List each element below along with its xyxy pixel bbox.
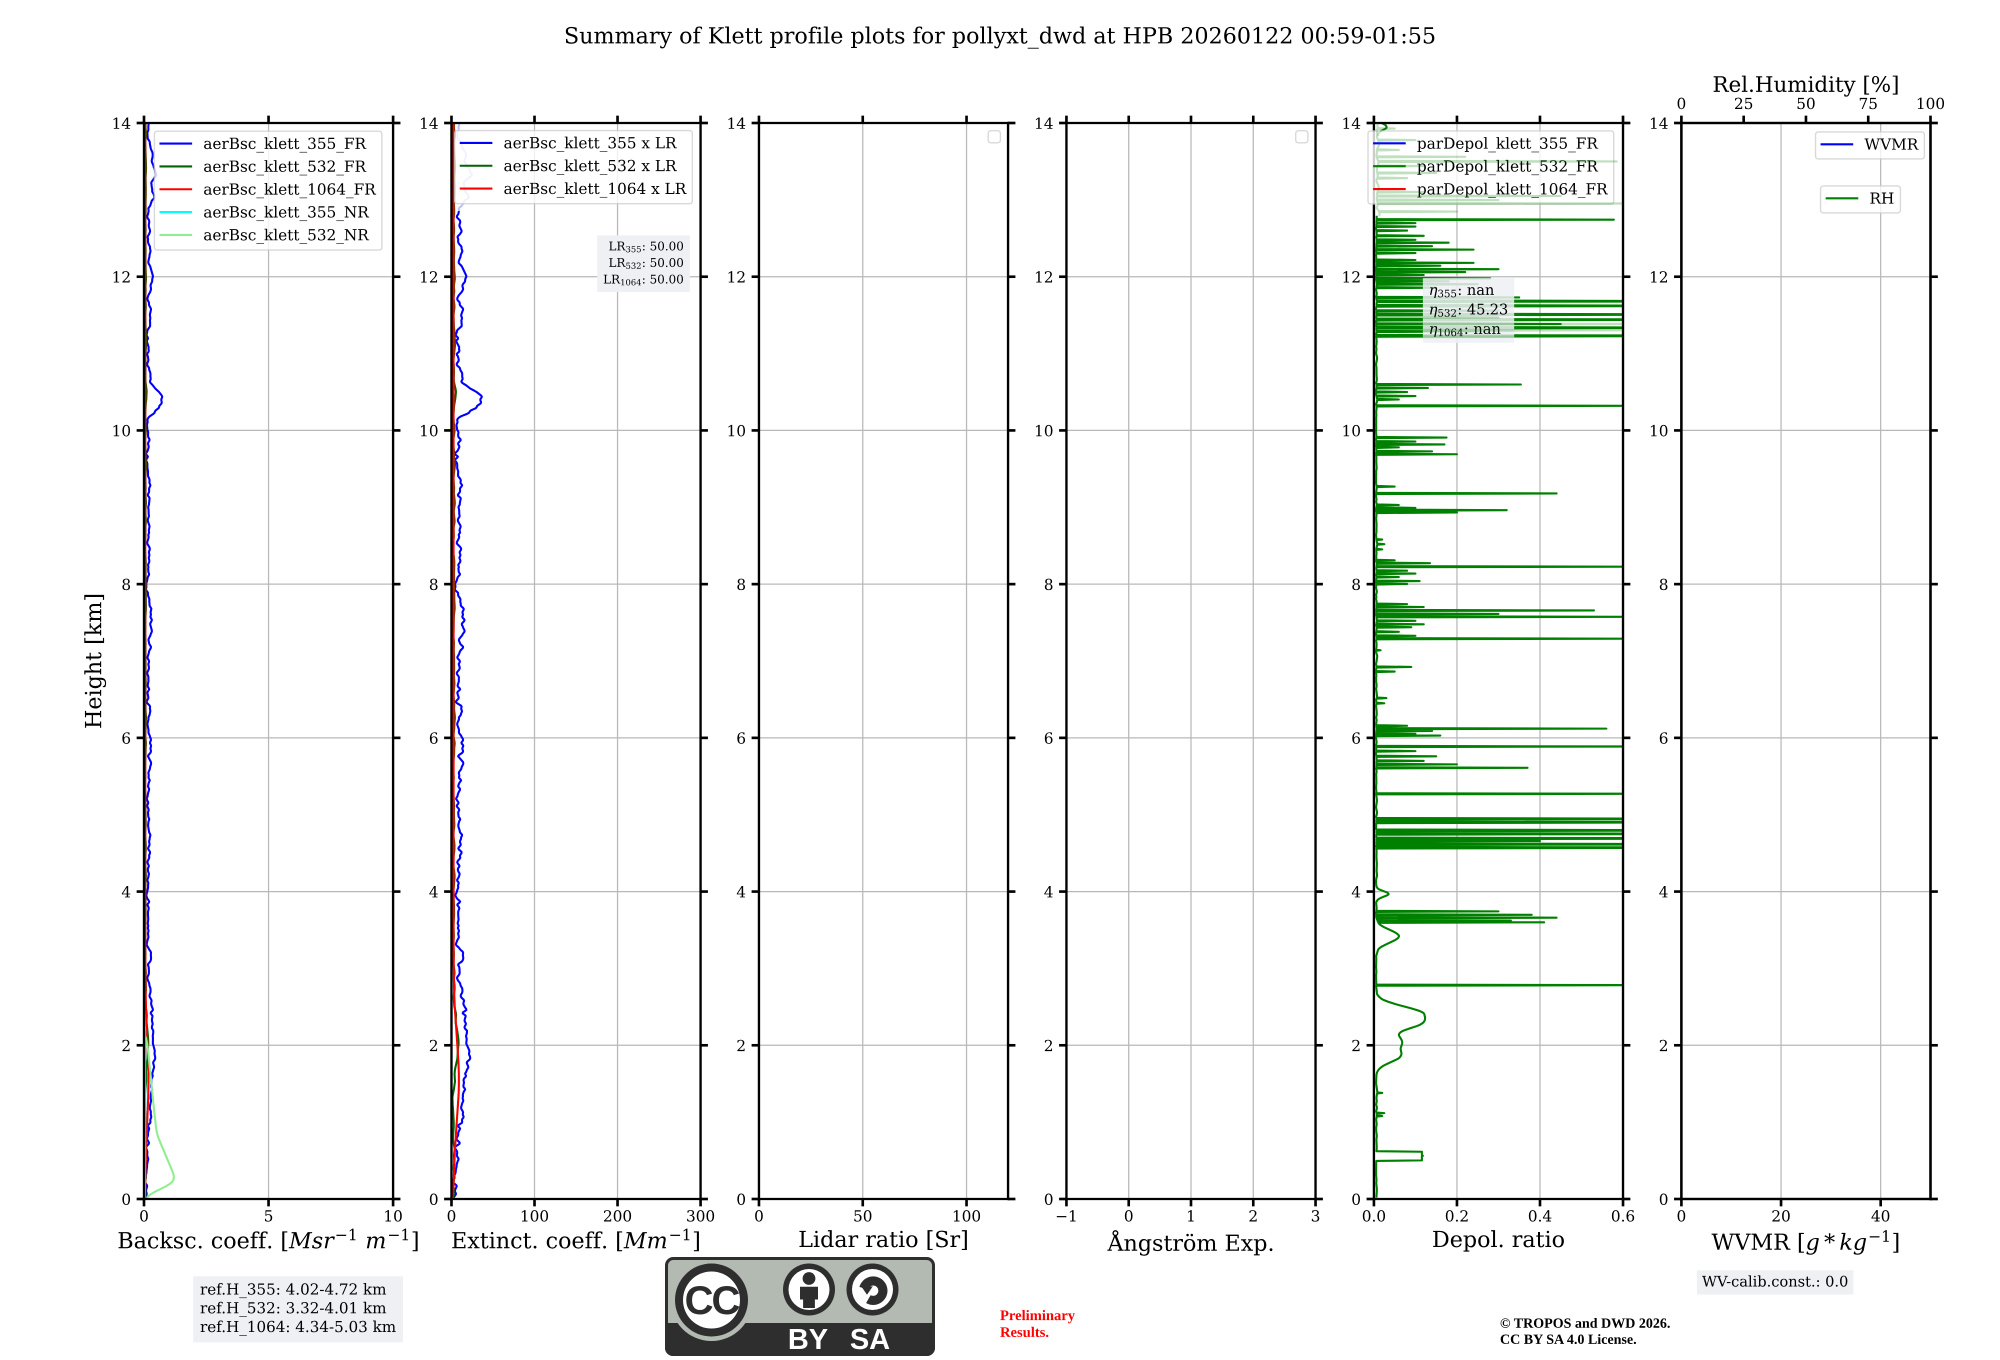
svg-text:CC: CC [685, 1279, 740, 1323]
svg-text:BY: BY [788, 1324, 828, 1356]
svg-text:SA: SA [850, 1324, 890, 1356]
